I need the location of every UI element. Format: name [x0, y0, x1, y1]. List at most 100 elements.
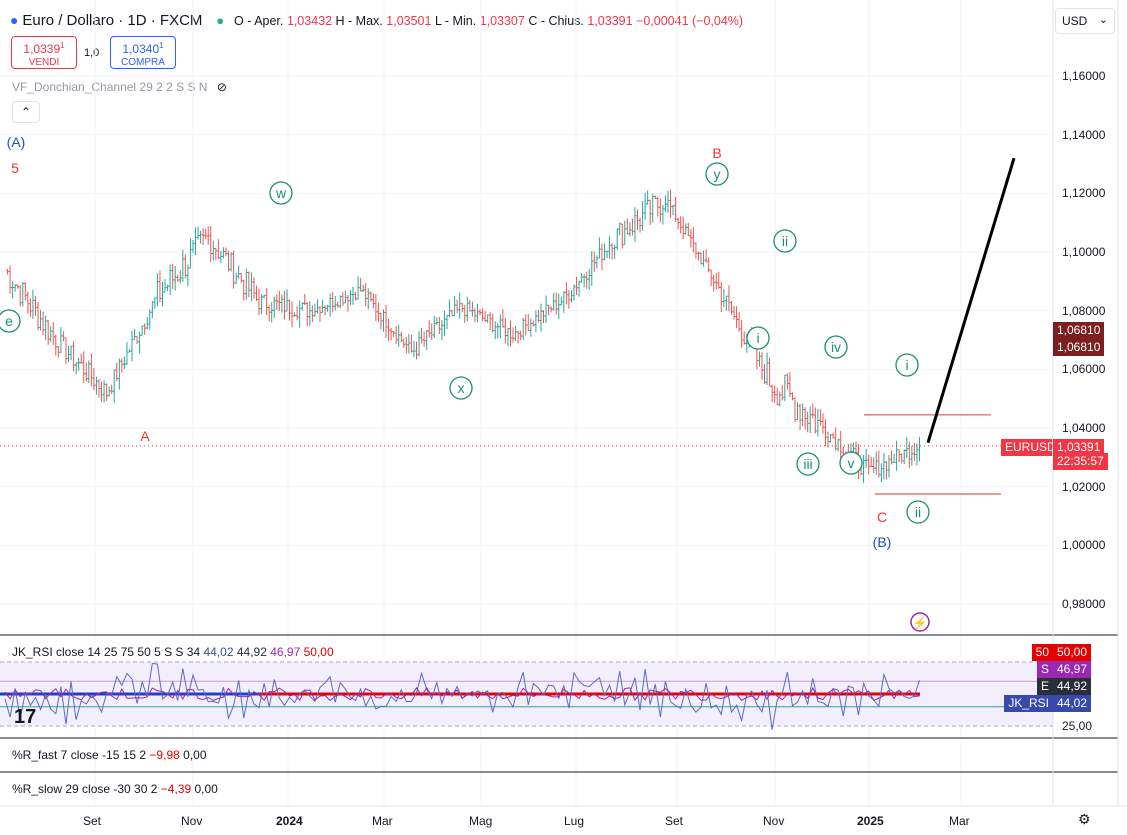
rfast-v1: −9,98 [149, 748, 180, 762]
rsi-axis-label: 25,00 [1062, 719, 1093, 733]
price-axis-label: 0,98000 [1062, 597, 1106, 611]
time-axis-label: Nov [181, 814, 203, 828]
indicator-legend[interactable]: VF_Donchian_Channel 29 2 2 S S N ⊘ [12, 80, 227, 94]
candles [6, 189, 921, 483]
rslow-title: %R_slow 29 close -30 30 2 [12, 782, 158, 796]
tradingview-logo: 17 [14, 706, 37, 728]
close-value: 1,03391 [587, 14, 633, 28]
rsi-v3: 46,97 [270, 645, 301, 659]
wave-label: v [848, 455, 855, 471]
sell-price: 1,0339 [23, 42, 61, 56]
eye-hidden-icon[interactable]: ⊘ [216, 80, 227, 94]
wave-label: w [275, 185, 287, 201]
last-price-tag: 1,03391 [1053, 439, 1105, 456]
wave-circle [773, 229, 797, 253]
price-axis-label: 1,16000 [1062, 69, 1106, 83]
price-axis-label: 1,10000 [1062, 245, 1106, 259]
wave-label: iii [803, 456, 812, 472]
open-value: 1,03432 [286, 14, 333, 28]
time-axis-label: Set [665, 814, 684, 828]
chevron-down-icon: ⌄ [1098, 14, 1108, 26]
wave-label: x [458, 380, 465, 396]
sell-price-sup: 1 [60, 41, 65, 50]
rsi-legend[interactable]: JK_RSI close 14 25 75 50 5 S S 34 44,02 … [12, 645, 334, 659]
symbol-tag: EURUSD [1001, 439, 1056, 456]
wave-circle [746, 326, 770, 350]
wave-circle [0, 309, 21, 333]
wave-circle [796, 452, 820, 476]
currency-select[interactable]: USD ⌄ [1055, 8, 1115, 34]
symbol-icon: ● [10, 12, 19, 28]
wave-circle [839, 451, 863, 475]
buy-price-sup: 1 [159, 41, 164, 50]
wave-label: e [5, 313, 13, 329]
wave-label: B [712, 145, 721, 161]
settings-gear-icon[interactable]: ⚙ [1078, 811, 1091, 827]
wave-label: 5 [11, 160, 19, 176]
wave-circle [906, 500, 930, 524]
price-axis-label: 1,00000 [1062, 538, 1106, 553]
wave-label: ii [782, 233, 788, 249]
low-label: L - Min. [434, 14, 477, 28]
buy-price: 1,0340 [122, 42, 160, 56]
indicator-label: VF_Donchian_Channel 29 2 2 S S N [12, 80, 208, 94]
time-axis-label: 2024 [276, 814, 303, 828]
time-axis-label: Nov [763, 814, 785, 828]
time-axis-label: Mar [372, 814, 393, 828]
price-axis-label: 1,08000 [1062, 303, 1106, 318]
rsi-tag-value: 44,02 [1053, 695, 1092, 712]
rsi-title: JK_RSI close 14 25 75 50 5 S S 34 [12, 645, 201, 659]
wave-label: i [756, 330, 759, 346]
symbol-title[interactable]: Euro / Dollaro · 1D · FXCM [22, 12, 203, 29]
rfast-legend[interactable]: %R_fast 7 close -15 15 2 −9,98 0,00 [12, 748, 207, 762]
rsi-tag-key: JK_RSI [1004, 695, 1053, 712]
time-axis-label: Lug [564, 814, 585, 828]
price-axis-label: 1,06000 [1062, 362, 1106, 377]
lightning-icon [910, 612, 930, 632]
collapse-icon[interactable]: ⌃ [12, 101, 40, 123]
high-label: H - Max. [335, 14, 383, 28]
rslow-v1: −4,39 [160, 782, 192, 796]
high-value: 1,03501 [386, 14, 432, 28]
change-value: −0,00041 (−0,04%) [636, 14, 744, 28]
rsi-tag-key: S [1036, 661, 1053, 678]
time-axis-label: Set [83, 814, 102, 828]
projection-line [926, 157, 1016, 444]
lightning-glyph: ⚡ [913, 616, 928, 630]
sell-label: VENDI [28, 57, 60, 68]
wave-circle [895, 353, 919, 377]
price-axis-label: 1,12000 [1062, 186, 1106, 201]
rsi-tag-key: E [1036, 678, 1053, 695]
time-axis-label: Mag [469, 814, 493, 828]
time-axis-label: 2025 [857, 814, 884, 828]
wave-circle [449, 376, 473, 400]
wave-circle [705, 162, 729, 186]
buy-button[interactable]: 1,03401 COMPRA [110, 36, 176, 69]
wave-circle [824, 335, 848, 359]
close-label: C - Chius. [528, 14, 584, 28]
sell-button[interactable]: 1,03391 VENDI [11, 36, 77, 69]
wave-label: i [905, 357, 908, 373]
grid-lines [0, 0, 1053, 806]
rsi-tag-value: 50,00 [1053, 644, 1092, 661]
level-tag-2: 1,06810 [1053, 339, 1105, 356]
rsi-v2: 44,92 [236, 645, 267, 659]
rfast-title: %R_fast 7 close -15 15 2 [12, 748, 147, 762]
wave-label: ii [915, 504, 921, 520]
buy-label: COMPRA [121, 57, 165, 68]
rfast-v2: 0,00 [183, 748, 207, 762]
low-value: 1,03307 [479, 14, 525, 28]
rsi-v1: 44,02 [203, 645, 234, 659]
rsi-signal-line [4, 686, 920, 702]
wave-label: y [714, 166, 721, 182]
rsi-tag-key: 50 [1031, 644, 1053, 661]
chart-header: ● Euro / Dollaro · 1D · FXCM ● O - Aper.… [10, 12, 743, 29]
rslow-v2: 0,00 [194, 782, 218, 796]
rslow-legend[interactable]: %R_slow 29 close -30 30 2 −4,39 0,00 [12, 782, 218, 796]
wave-label: iv [831, 339, 841, 355]
wave-label: (A) [7, 134, 26, 150]
price-axis-label: 1,02000 [1062, 479, 1106, 494]
rsi-v4: 50,00 [303, 645, 334, 659]
